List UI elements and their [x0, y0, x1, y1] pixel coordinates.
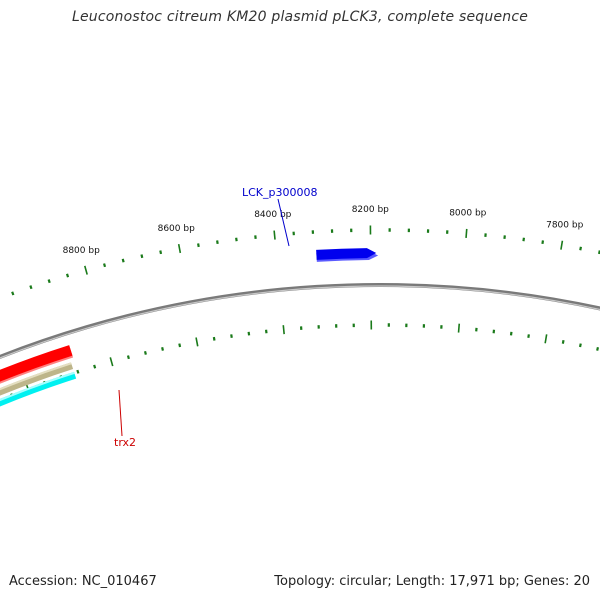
major-tick: [84, 265, 88, 275]
tick-label: 8800 bp: [63, 246, 100, 256]
inner-tick-ring: [10, 320, 600, 398]
minor-tick: [29, 285, 33, 290]
major-tick: [177, 243, 182, 254]
minor-tick: [561, 339, 565, 344]
major-tick: [109, 357, 114, 367]
minor-tick: [578, 343, 582, 348]
minor-tick: [65, 273, 70, 278]
minor-tick: [161, 346, 164, 351]
tick-label: 8600 bp: [158, 224, 195, 234]
minor-tick: [527, 334, 530, 338]
feature-gene-cyan[interactable]: [0, 371, 77, 531]
minor-tick: [11, 291, 15, 296]
minor-tick: [121, 258, 125, 263]
minor-tick: [140, 254, 144, 259]
minor-tick: [197, 243, 200, 248]
minor-tick: [159, 250, 163, 255]
major-tick: [465, 228, 468, 238]
minor-tick: [541, 240, 545, 245]
feature-gene-tan[interactable]: [0, 362, 74, 523]
feature-cds-trx2[interactable]: [0, 345, 74, 438]
minor-tick: [76, 369, 80, 374]
map-title: Leuconostoc citreum KM20 plasmid pLCK3, …: [71, 9, 529, 25]
accession-text: Accession: NC_010467: [9, 574, 157, 589]
minor-tick: [103, 263, 107, 268]
major-tick: [560, 240, 564, 250]
plasmid-backbone: [0, 283, 600, 360]
summary-text: Topology: circular; Length: 17,971 bp; G…: [274, 574, 590, 589]
plasmid-backbone-highlight: [0, 285, 600, 359]
minor-tick: [216, 240, 219, 245]
minor-tick: [93, 364, 97, 369]
tick-label: 8000 bp: [449, 209, 486, 219]
label-leader-trx2: [118, 389, 123, 437]
minor-tick: [212, 336, 216, 341]
minor-tick: [596, 347, 600, 351]
minor-tick: [47, 279, 51, 284]
minor-tick: [143, 350, 147, 355]
gene-label-lck-p300008[interactable]: LCK_p300008: [242, 186, 318, 199]
major-tick: [273, 230, 276, 240]
tick-label: 8200 bp: [352, 205, 389, 215]
feature-gene-lck-p300008[interactable]: [316, 248, 379, 262]
major-tick: [457, 323, 461, 333]
tick-label: 7800 bp: [546, 220, 583, 230]
gene-label-trx2[interactable]: trx2: [114, 436, 136, 449]
minor-tick: [230, 334, 233, 338]
major-tick: [195, 337, 199, 347]
major-tick: [282, 325, 285, 335]
outer-tick-ring: [11, 225, 600, 296]
tick-label: 8400 bp: [254, 210, 291, 220]
major-tick: [544, 334, 548, 344]
label-leader-lck-p300008: [277, 198, 290, 247]
minor-tick: [178, 343, 182, 348]
minor-tick: [579, 246, 582, 251]
minor-tick: [126, 355, 130, 360]
